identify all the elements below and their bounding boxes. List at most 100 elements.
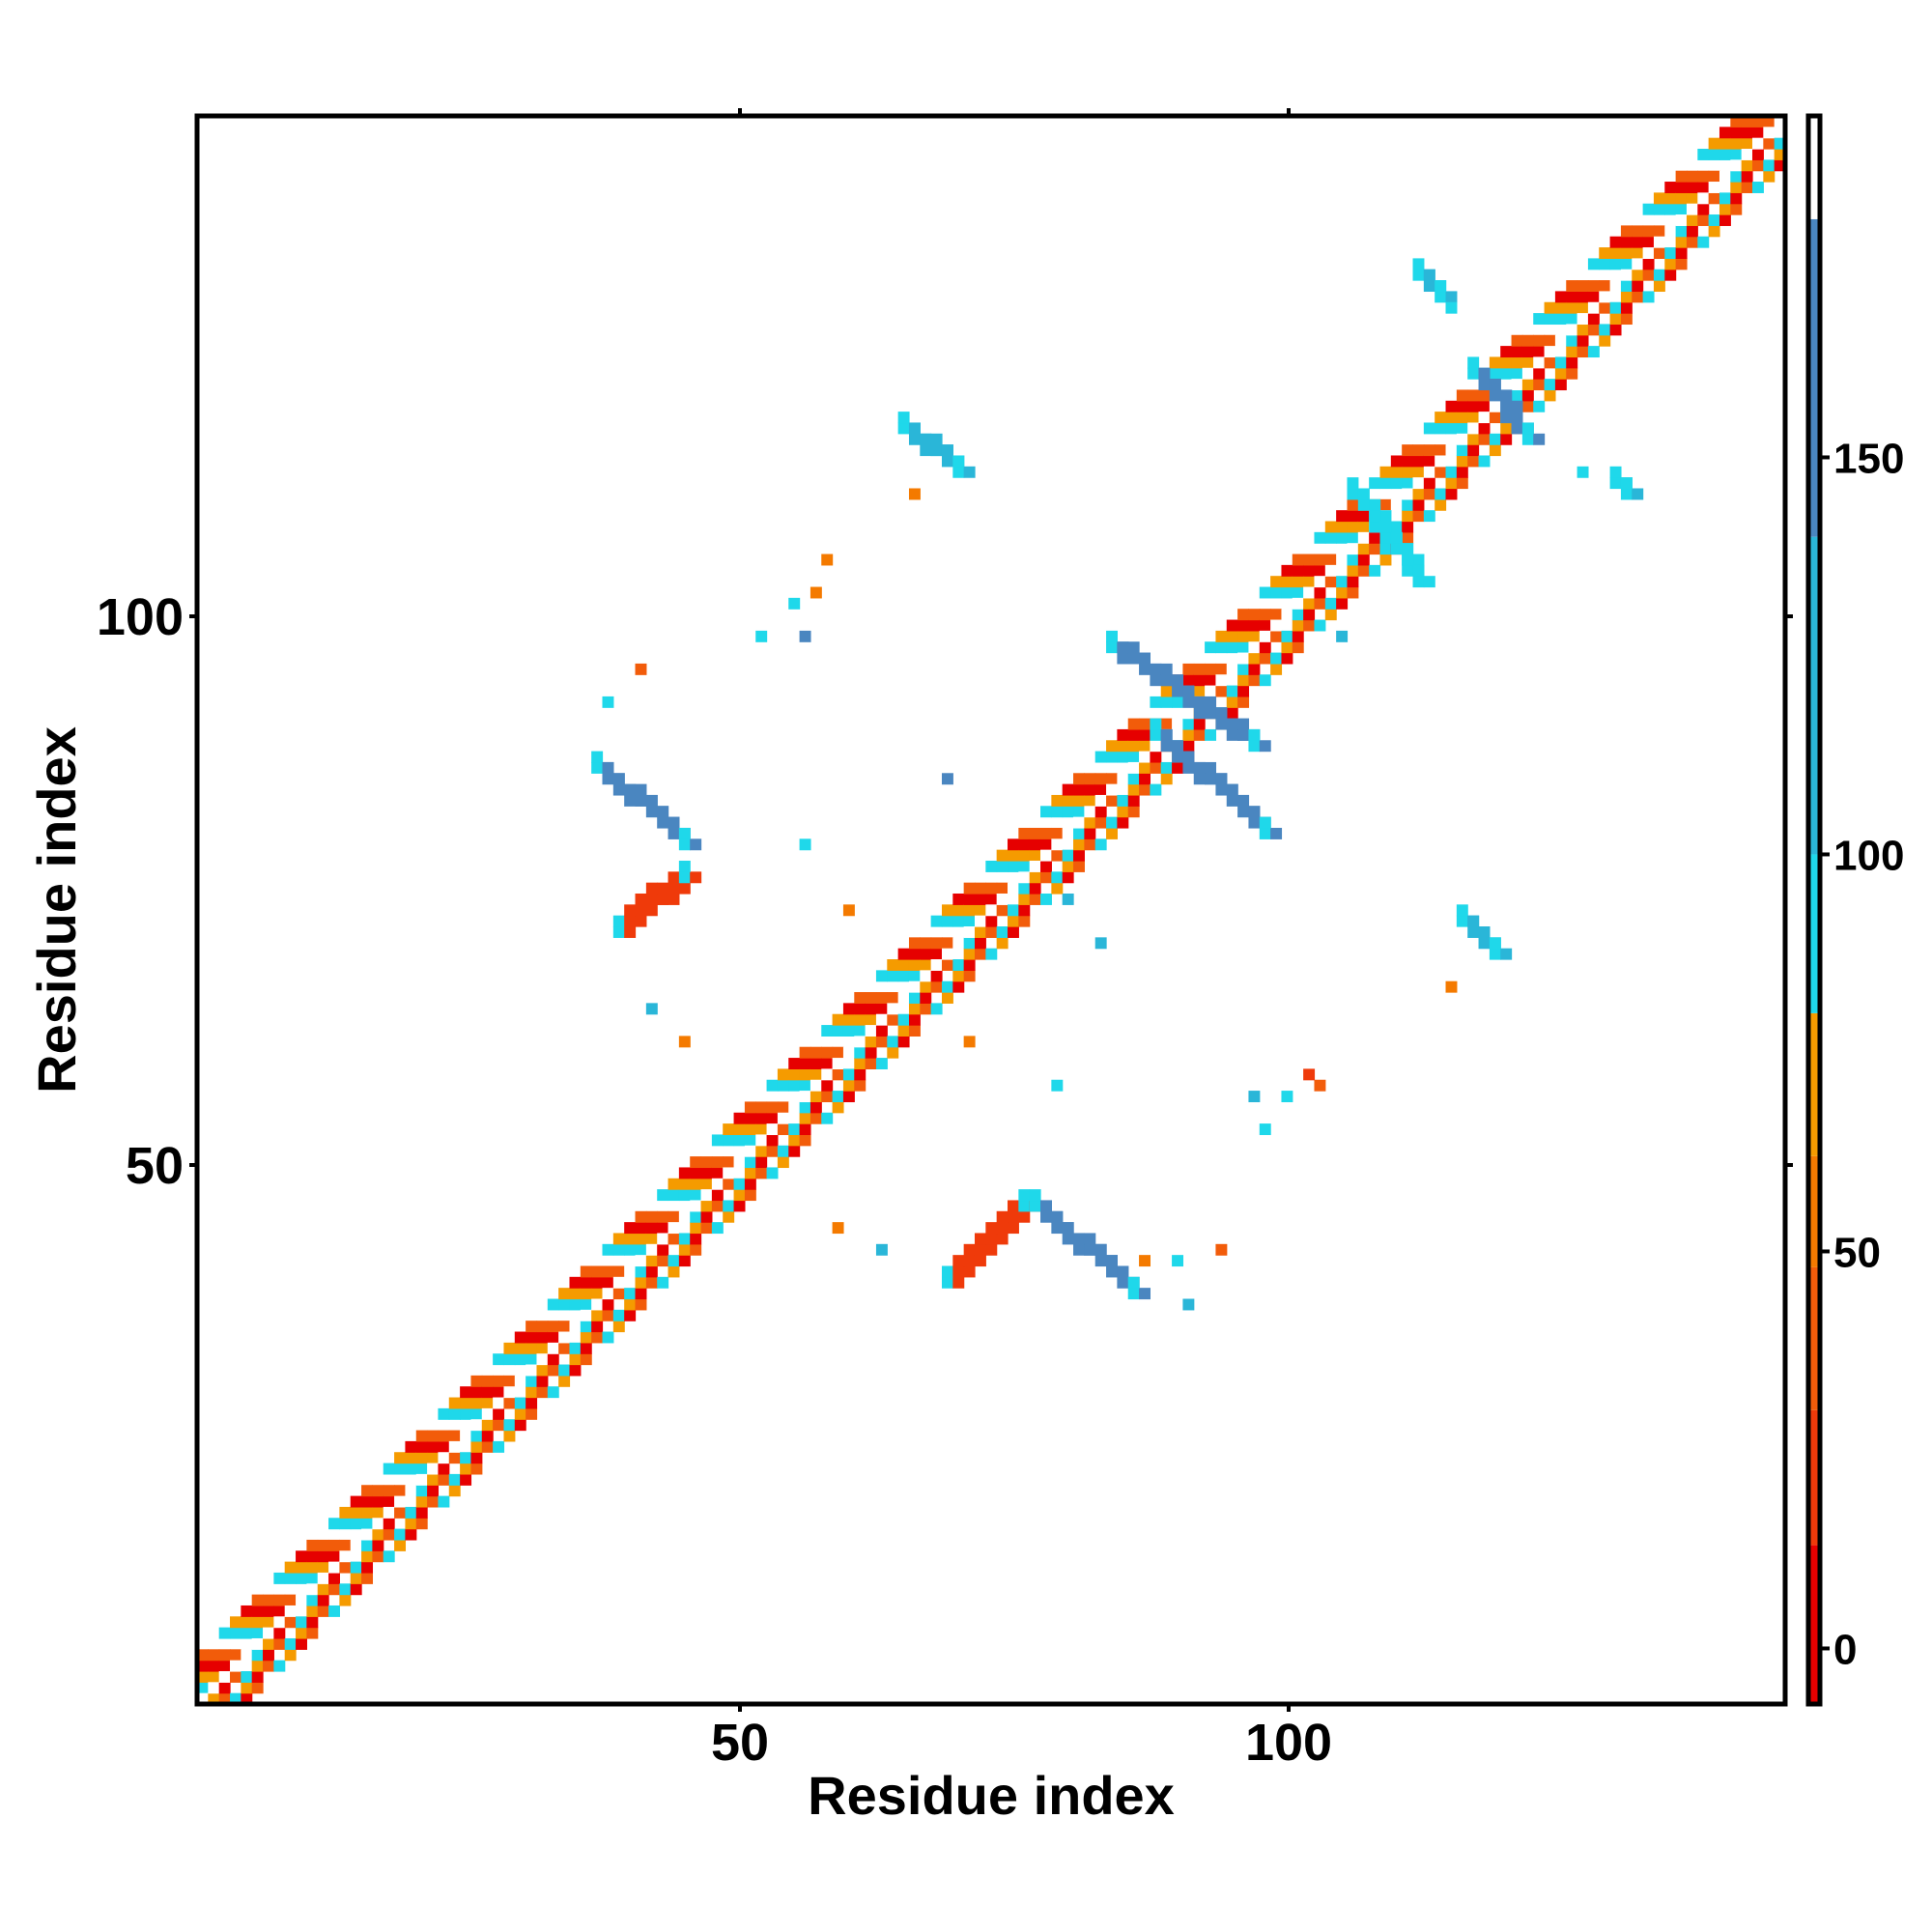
diagonal-cell [306,1627,319,1639]
diagonal-cell [1303,597,1316,610]
diagonal-cell [1741,182,1753,193]
diagonal-cell [875,1058,888,1069]
diagonal-self-cell [284,1605,297,1617]
diagonal-cell [657,1276,669,1289]
diagonal-cell [536,1342,549,1354]
diagonal-cell [317,1594,329,1606]
diagonal-cell [1577,301,1589,314]
diagonal-cell [645,1265,658,1278]
diagonal-cell [1599,334,1611,347]
diagonal-cell [1467,412,1480,424]
diagonal-cell [1150,783,1162,796]
scatter-cell [1314,1079,1326,1092]
diagonal-cell [1653,203,1665,215]
diagonal-cell [920,980,932,993]
diagonal-self-cell [1018,871,1031,884]
diagonal-cell [405,1463,417,1475]
diagonal-cell [821,1046,834,1059]
diagonal-cell [1435,412,1447,424]
contact-cell [1226,794,1238,807]
contact-cell [1139,652,1151,665]
diagonal-cell [526,1331,538,1344]
diagonal-cell [1106,794,1118,807]
diagonal-cell [1587,291,1600,303]
diagonal-cell [974,926,986,938]
diagonal-cell [1237,696,1250,708]
diagonal-cell [700,1167,713,1179]
diagonal-cell [908,970,921,982]
diagonal-cell [1402,477,1414,490]
diagonal-cell [230,1692,242,1705]
diagonal-cell [481,1419,494,1432]
diagonal-cell [1445,422,1458,435]
contact-cell [624,926,637,938]
diagonal-cell [788,1058,801,1069]
diagonal-cell [1632,269,1644,281]
diagonal-cell [1281,652,1293,665]
diagonal-cell [1686,192,1698,205]
diagonal-cell [1587,280,1600,293]
contact-cell [1412,269,1425,281]
colorbar-band [1808,218,1820,537]
diagonal-cell [788,1123,801,1136]
diagonal-cell [832,1025,844,1037]
scatter-cell [602,696,614,708]
contact-cell [1435,291,1447,303]
diagonal-cell [470,1430,483,1442]
diagonal-self-cell [1697,192,1710,205]
diagonal-cell [547,1331,559,1344]
diagonal-cell [1620,291,1633,303]
diagonal-cell [1008,860,1019,872]
diagonal-cell [1040,838,1052,851]
diagonal-cell [1303,619,1316,632]
diagonal-cell [1774,159,1786,172]
diagonal-cell [668,1210,680,1223]
diagonal-cell [1533,367,1546,380]
contact-cell [1094,1243,1107,1256]
diagonal-cell [1008,838,1019,851]
contact-cell [1084,1243,1096,1256]
diagonal-cell [1390,466,1403,478]
diagonal-cell [624,1243,637,1256]
contact-cell [952,1255,965,1267]
scatter-cell [1182,1298,1195,1311]
diagonal-cell [1423,422,1435,435]
diagonal-cell [1609,313,1622,326]
diagonal-self-cell [1653,236,1665,248]
contact-cell [1215,707,1228,720]
diagonal-cell [612,1265,625,1278]
diagonal-cell [251,1670,264,1683]
diagonal-cell [1270,609,1283,621]
contact-cell [1467,367,1480,380]
diagonal-cell [1237,619,1250,632]
diagonal-cell [635,1265,647,1278]
diagonal-cell [536,1375,549,1387]
diagonal-cell [711,1189,724,1202]
diagonal-cell [1620,225,1633,238]
contact-cell [635,783,647,796]
diagonal-cell [1303,609,1316,621]
diagonal-self-cell [1521,367,1534,380]
diagonal-cell [1324,531,1337,544]
diagonal-cell [1073,838,1085,851]
diagonal-cell [1051,849,1064,862]
diagonal-cell [394,1485,407,1497]
contact-cell [657,806,669,818]
contact-cell [1478,367,1491,380]
diagonal-cell [1599,280,1611,293]
diagonal-cell [963,937,976,950]
diagonal-self-cell [306,1583,319,1596]
contact-cell [668,871,680,884]
diagonal-cell [481,1430,494,1442]
diagonal-cell [1521,356,1534,369]
diagonal-self-cell [230,1660,242,1672]
contact-cell [612,773,625,785]
diagonal-cell [1402,466,1414,478]
diagonal-cell [1324,576,1337,588]
diagonal-cell [1620,280,1633,293]
diagonal-cell [1084,838,1096,851]
diagonal-cell [1445,412,1458,424]
diagonal-cell [602,1298,614,1311]
diagonal-cell [383,1463,395,1475]
diagonal-self-cell [865,1025,877,1037]
